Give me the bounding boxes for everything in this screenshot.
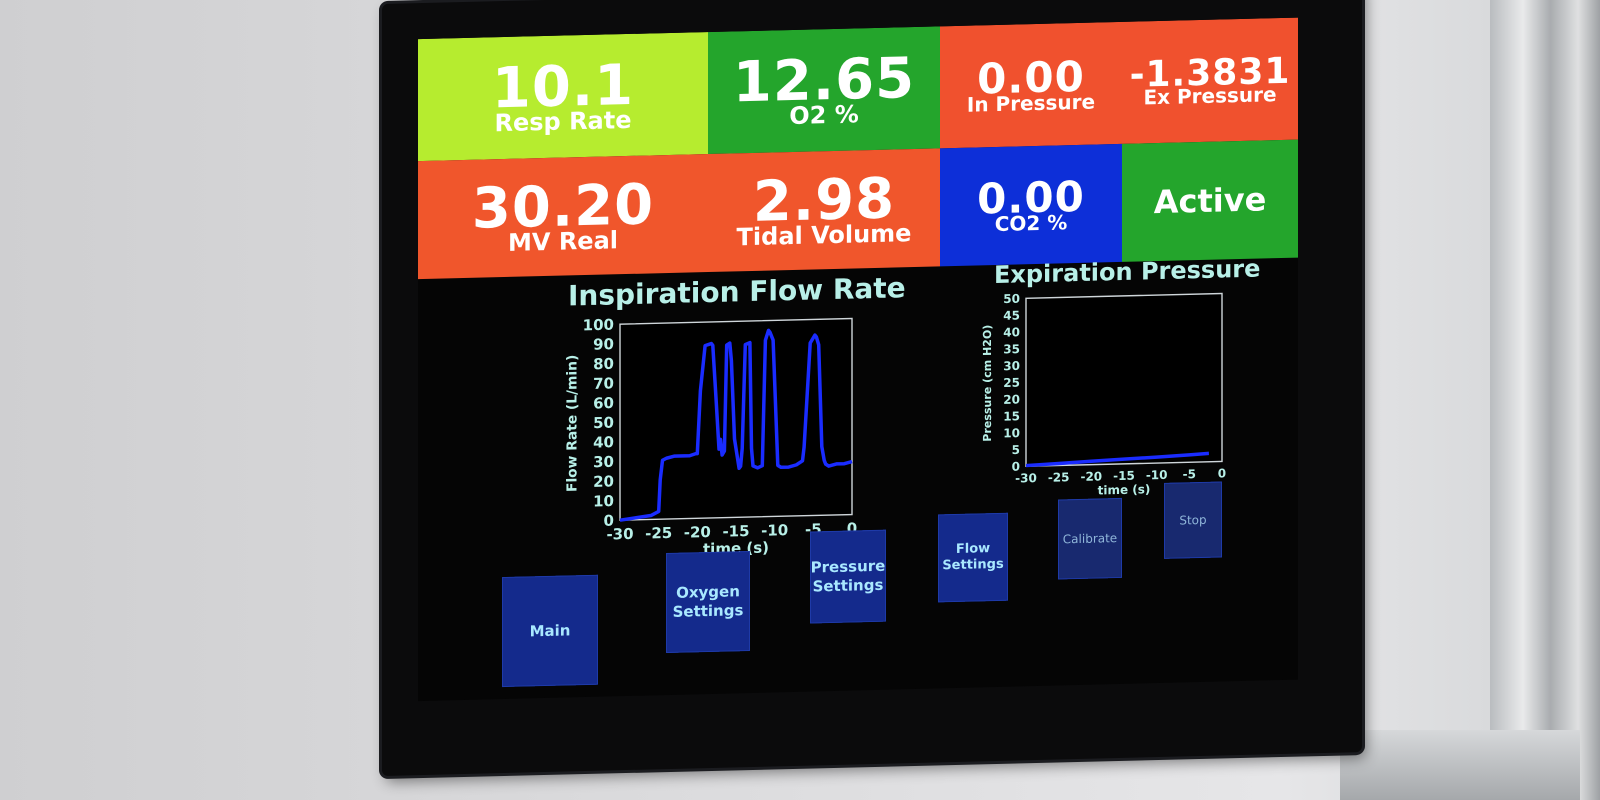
tidal-volume-tile: 2.98 Tidal Volume (708, 148, 940, 273)
y-tick-label: 25 (1003, 376, 1020, 390)
y-tick-label: 20 (593, 472, 614, 491)
y-tick-label: 45 (1003, 308, 1020, 322)
y-tick-label: 35 (1003, 342, 1020, 356)
y-tick-label: 20 (1003, 392, 1020, 406)
pressure-settings-button[interactable]: Pressure Settings (810, 529, 886, 624)
series-line (619, 328, 853, 522)
calibrate-label: Calibrate (1062, 530, 1118, 546)
x-tick-label: -30 (606, 525, 633, 544)
y-tick-label: 50 (1003, 292, 1020, 306)
y-tick-label: 15 (1003, 409, 1020, 423)
calibrate-button[interactable]: Calibrate (1058, 497, 1122, 580)
y-tick-label: 5 (1012, 443, 1020, 457)
main-button[interactable]: Main (502, 574, 598, 688)
status-value: Active (1153, 180, 1267, 222)
in-pressure-tile: 0.00 In Pressure (940, 21, 1122, 149)
x-tick-label: -5 (1183, 467, 1196, 481)
stop-label: Stop (1179, 512, 1207, 528)
y-tick-label: 70 (593, 374, 614, 393)
y-tick-label: 50 (593, 414, 614, 433)
plot-frame (1025, 292, 1223, 467)
status-tile: Active (1122, 139, 1298, 262)
plot-frame (619, 317, 853, 521)
mv-real-label: MV Real (508, 226, 618, 257)
oxygen-settings-label: Oxygen Settings (672, 582, 744, 621)
y-tick-label: 90 (593, 335, 614, 354)
y-tick-label: 0 (604, 512, 614, 530)
flow-settings-label: Flow Settings (942, 540, 1004, 574)
x-tick-label: -25 (645, 524, 672, 543)
expiration-chart-title: Expiration Pressure (994, 254, 1261, 290)
x-axis-label: time (s) (1098, 482, 1151, 497)
resp-rate-label: Resp Rate (494, 105, 632, 138)
inspiration-chart-title: Inspiration Flow Rate (568, 271, 906, 313)
y-axis-label: Pressure (cm H2O) (981, 325, 994, 442)
stop-button[interactable]: Stop (1164, 481, 1222, 559)
y-tick-label: 40 (1003, 325, 1020, 339)
x-tick-label: -10 (1146, 468, 1168, 483)
y-tick-label: 10 (1003, 426, 1020, 440)
pressure-settings-label: Pressure Settings (810, 556, 886, 596)
x-tick-label: -15 (1113, 469, 1135, 484)
ex-pressure-tile: -1.3831 Ex Pressure (1122, 17, 1298, 144)
mv-real-tile: 30.20 MV Real (418, 154, 708, 280)
in-pressure-label: In Pressure (966, 89, 1096, 117)
tidal-volume-label: Tidal Volume (736, 219, 912, 252)
y-tick-label: 0 (1012, 460, 1020, 474)
x-tick-label: -20 (684, 523, 711, 542)
o2-tile: 12.65 O2 % (708, 26, 940, 155)
expiration-pressure-chart: 0 5 10 15 20 25 30 35 40 45 50 -30 -25 -20 -15 -10 -5 0 ti… (981, 292, 1226, 498)
aluminum-frame-rail (1490, 0, 1600, 800)
y-tick-label: 40 (593, 433, 614, 452)
x-tick-label: -25 (1048, 470, 1070, 485)
y-tick-label: 80 (593, 355, 614, 374)
o2-label: O2 % (789, 100, 859, 131)
mounting-bracket (1340, 730, 1580, 800)
y-tick-label: 100 (583, 316, 614, 335)
touch-screen: 10.1 Resp Rate 12.65 O2 % 0.00 In Pressu… (418, 17, 1298, 702)
y-tick-label: 30 (593, 453, 614, 472)
y-tick-label: 10 (593, 492, 614, 511)
readout-tiles: 10.1 Resp Rate 12.65 O2 % 0.00 In Pressu… (418, 17, 1298, 280)
ex-pressure-label: Ex Pressure (1143, 82, 1277, 110)
oxygen-settings-button[interactable]: Oxygen Settings (666, 551, 750, 654)
x-tick-label: -20 (1080, 469, 1102, 484)
resp-rate-tile: 10.1 Resp Rate (418, 32, 708, 162)
y-tick-label: 60 (593, 394, 614, 413)
ventilator-monitor: 10.1 Resp Rate 12.65 O2 % 0.00 In Pressu… (382, 0, 1362, 776)
y-tick-label: 30 (1003, 359, 1020, 373)
y-axis-label: Flow Rate (L/min) (565, 355, 581, 493)
series-line (1025, 451, 1209, 468)
x-tick-label: 0 (847, 519, 857, 537)
co2-tile: 0.00 CO2 % (940, 143, 1122, 267)
main-button-label: Main (529, 621, 571, 641)
x-tick-label: 0 (1218, 466, 1226, 480)
co2-label: CO2 % (994, 210, 1068, 237)
x-tick-label: -10 (761, 521, 788, 540)
x-tick-label: -15 (722, 522, 749, 541)
flow-settings-button[interactable]: Flow Settings (938, 512, 1008, 603)
x-tick-label: -30 (1015, 471, 1037, 486)
